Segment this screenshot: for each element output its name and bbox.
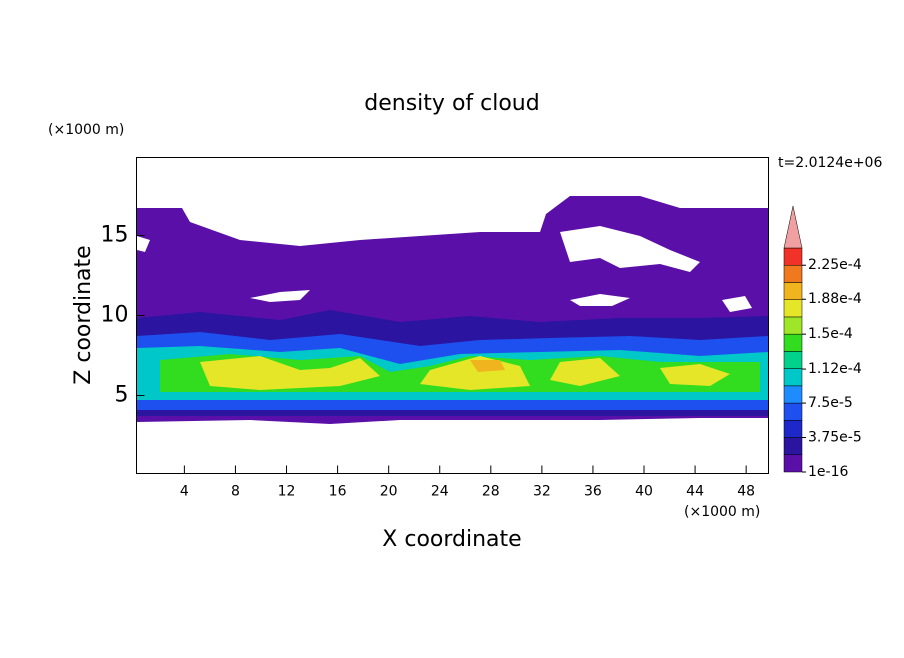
x-tick-label: 48 [737,484,755,500]
colorbar-box [783,454,803,473]
colorbar-label: 2.25e-4 [808,257,862,273]
x-tick-label: 20 [380,484,398,500]
colorbar-label: 1.88e-4 [808,291,862,307]
colorbar-box [783,351,803,369]
x-tick-label: 28 [482,484,500,500]
cloud-gap [722,296,752,312]
x-tick-label: 32 [533,484,551,500]
x-tick-label: 24 [431,484,449,500]
colorbar-box [783,247,803,266]
cloud-layer [420,356,530,390]
x-tick-label: 16 [329,484,347,500]
colorbar-box [783,402,803,421]
colorbar-box [783,420,803,438]
colorbar-box [783,333,803,352]
colorbar-label: 3.75e-5 [808,430,862,446]
y-tick-label: 10 [101,303,129,328]
cloud-layer [550,358,620,386]
colorbar-box [783,437,803,456]
cloud-layer [660,364,730,386]
colorbar-label: 1.12e-4 [808,361,862,377]
colorbar-label: 1e-16 [808,464,848,480]
cloud-gap [560,226,700,272]
x-axis-label: X coordinate [382,527,521,552]
colorbar-box [783,282,803,300]
colorbar-label: 7.5e-5 [808,395,853,411]
cloud-layer [470,360,505,372]
x-tick-label: 12 [278,484,296,500]
y-tick-label: 15 [101,223,129,248]
colorbar-label: 1.5e-4 [808,326,853,342]
colorbar-box [783,264,803,283]
y-unit: (×1000 m) [48,122,124,138]
colorbar-box [783,299,803,318]
x-unit: (×1000 m) [684,504,760,520]
cloud-gap [137,236,150,252]
x-tick-label: 8 [231,484,240,500]
x-tick-label: 36 [584,484,602,500]
cloud-layer [200,356,380,390]
y-tick-label: 5 [115,383,129,408]
x-tick-label: 40 [635,484,653,500]
cloud-gap [250,290,310,302]
colorbar-box [783,368,803,387]
x-tick-label: 4 [180,484,189,500]
x-tick-label: 44 [686,484,704,500]
chart-title: density of cloud [364,91,539,116]
colorbar-over [783,205,803,249]
cloud-gap [570,294,630,306]
contour-field [137,196,768,424]
y-axis-label: Z coordinate [71,245,96,384]
time-label: t=2.0124e+06 [778,155,882,171]
colorbar-box [783,385,803,404]
colorbar-box [783,316,803,335]
